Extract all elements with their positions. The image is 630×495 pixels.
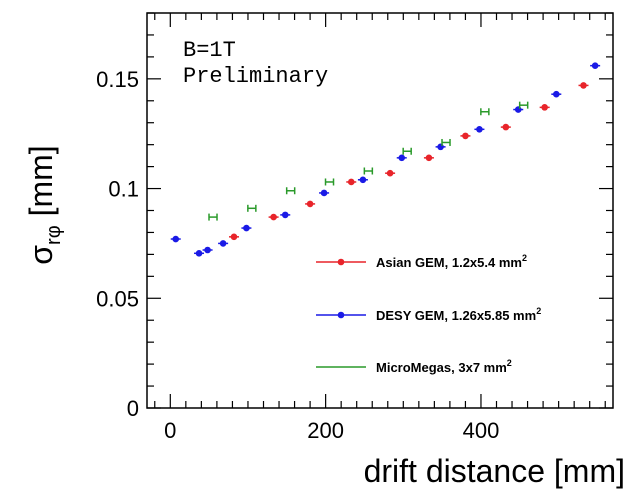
data-point-marker [270,213,277,221]
legend-swatch-marker [337,311,345,319]
legend-label: MicroMegas, 3x7 mm2 [376,358,512,375]
legend-swatch-marker [337,258,345,266]
data-point [170,235,181,243]
data-point-marker [230,233,238,241]
data-point-marker [437,143,444,151]
data-point [590,62,601,69]
x-axis-ticks: 0 200 400 [154,13,606,443]
data-point [513,106,524,113]
svg-text:σrφ [mm]: σrφ [mm] [23,145,65,264]
data-point-marker [541,104,548,111]
data-point-marker [347,178,355,186]
y-tick-label: 0.05 [96,286,139,311]
legend-label-text: MicroMegas, 3x7 mm [376,360,507,375]
data-point-marker [514,106,522,113]
data-point [551,90,562,98]
data-point-marker [359,176,367,184]
data-point [305,200,316,208]
data-point-marker [306,200,314,208]
data-point [385,169,396,177]
y-tick-label: 0 [127,396,139,421]
data-point [539,104,550,111]
legend-entry: MicroMegas, 3x7 mm2 [316,358,512,375]
data-point-marker [195,249,203,257]
x-tick-label: 200 [307,418,344,443]
y-tick-label: 0.1 [108,177,139,202]
data-point [441,138,451,146]
data-point [228,233,239,241]
data-point-marker [386,169,394,177]
data-point [518,101,529,109]
data-point-marker [580,82,587,89]
y-axis-title-subscript: rφ [43,225,65,245]
legend-entry: DESY GEM, 1.26x5.85 mm2 [316,306,541,323]
data-point-marker [462,132,469,140]
data-point [500,123,511,131]
data-point [202,246,213,254]
data-point [460,132,471,140]
data-point [402,147,412,155]
data-point-marker [281,211,289,219]
y-axis-title: σrφ [mm] [23,145,65,264]
legend-label: DESY GEM, 1.26x5.85 mm2 [376,306,541,323]
data-point [319,189,330,197]
legend-label-superscript: 2 [507,358,512,368]
data-point-marker [219,240,227,247]
legend-label-text: DESY GEM, 1.26x5.85 mm [376,308,536,323]
data-point [346,178,357,186]
data-point [423,154,434,162]
legend-label-superscript: 2 [522,253,527,263]
data-point-marker [172,235,180,243]
data-point [280,211,291,219]
data-point [241,224,252,232]
data-point [247,204,257,212]
data-point [268,213,279,221]
data-point [285,187,296,195]
annotation-preliminary: Preliminary [183,64,328,89]
data-point-marker [204,246,211,254]
data-point-marker [502,123,510,131]
y-axis-title-unit: [mm] [23,145,59,225]
y-tick-label: 0.15 [96,67,139,92]
y-axis-ticks: 0 0.05 0.1 0.15 [96,12,613,421]
data-point [578,82,589,89]
data-point-marker [476,126,483,133]
data-point-marker [591,62,599,69]
x-tick-label: 400 [463,418,500,443]
data-point [324,178,335,186]
data-point [435,143,446,151]
data-point-marker [553,90,560,98]
legend-label: Asian GEM, 1.2x5.4 mm2 [376,253,527,270]
annotation-field: B=1T [183,38,236,63]
legend-label-text: Asian GEM, 1.2x5.4 mm [376,255,522,270]
data-point [480,108,490,116]
data-point-marker [398,154,406,162]
data-point-marker [320,189,328,197]
data-point-marker [425,154,433,162]
x-axis-title: drift distance [mm] [364,453,625,489]
data-point [474,126,485,133]
x-tick-label: 0 [164,418,176,443]
data-point [218,240,229,247]
data-point [357,176,368,184]
data-marks [170,62,601,257]
data-point [396,154,407,162]
legend-label-superscript: 2 [536,306,541,316]
y-axis-title-symbol: σ [23,245,59,265]
data-point [363,167,374,175]
data-point [194,249,205,257]
legend-entry: Asian GEM, 1.2x5.4 mm2 [316,253,527,270]
data-point [208,213,218,221]
data-point-marker [243,224,250,232]
